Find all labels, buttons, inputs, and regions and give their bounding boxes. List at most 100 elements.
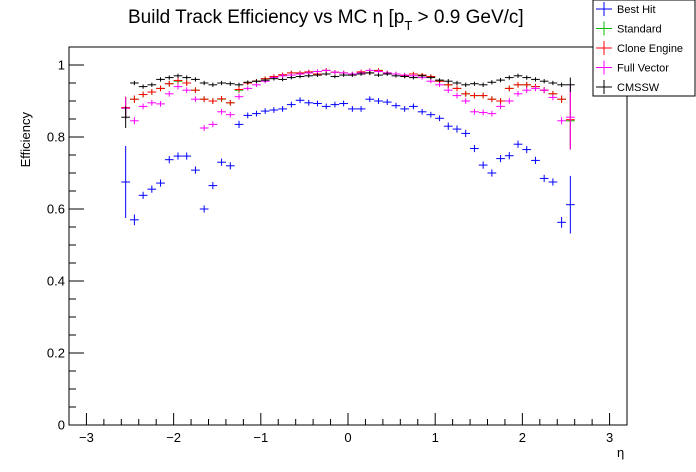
data-point: [348, 106, 357, 112]
data-point: [164, 75, 174, 80]
data-point: [496, 98, 505, 104]
data-point: [496, 155, 505, 163]
data-point: [478, 109, 488, 116]
data-point: [339, 100, 348, 107]
data-point: [295, 74, 305, 79]
data-point: [173, 77, 183, 84]
data-point: [164, 90, 174, 97]
data-point: [470, 92, 479, 99]
data-point: [208, 98, 218, 104]
data-point: [243, 86, 253, 91]
x-tick-label: −2: [166, 430, 181, 445]
data-point: [208, 82, 218, 87]
data-point: [243, 80, 253, 85]
data-point: [496, 103, 505, 110]
data-point: [313, 100, 322, 107]
data-point: [156, 85, 165, 92]
data-point: [443, 87, 453, 94]
data-point: [147, 185, 157, 193]
data-point: [321, 103, 331, 110]
data-point: [548, 94, 558, 101]
data-point: [330, 74, 340, 79]
y-tick-label: 0.2: [47, 346, 65, 361]
data-point: [565, 84, 575, 150]
x-axis-label: η: [617, 445, 624, 460]
data-point: [504, 75, 514, 80]
data-point: [435, 78, 444, 82]
data-point: [487, 80, 497, 85]
data-point: [548, 178, 558, 186]
data-point: [365, 96, 375, 103]
data-point: [409, 75, 418, 80]
x-tick-label: −1: [253, 430, 268, 445]
chart-title-main: Build Track Efficiency vs MC η [p: [128, 7, 404, 28]
data-point: [382, 99, 392, 105]
data-point: [348, 73, 357, 77]
x-tick-label: 1: [432, 430, 439, 445]
y-tick-label: 1: [58, 58, 65, 73]
data-point: [147, 89, 157, 95]
data-point: [130, 214, 139, 226]
data-point: [295, 97, 305, 104]
data-point: [557, 117, 566, 125]
data-point: [513, 73, 523, 78]
legend-label: Standard: [617, 24, 662, 36]
data-point: [548, 80, 558, 86]
x-tick-label: 0: [344, 430, 351, 445]
data-point: [234, 86, 244, 93]
data-point: [470, 108, 479, 115]
legend-label: Best Hit: [617, 4, 656, 16]
data-point: [252, 79, 261, 83]
legend-entry: Clone Engine: [596, 41, 683, 55]
data-point: [260, 78, 270, 82]
data-point: [130, 117, 139, 125]
data-point: [557, 82, 566, 87]
data-point: [374, 73, 383, 77]
data-point: [522, 146, 532, 154]
data-point: [156, 77, 165, 82]
data-point: [522, 81, 532, 88]
data-point: [225, 99, 235, 106]
data-point: [313, 69, 322, 74]
data-point: [173, 152, 183, 160]
data-point: [531, 156, 540, 164]
data-point: [426, 111, 436, 118]
data-point: [217, 108, 226, 115]
data-point: [130, 95, 139, 103]
data-point: [225, 111, 235, 118]
data-point: [182, 87, 192, 94]
data-point: [531, 85, 540, 92]
data-point: [417, 74, 427, 78]
data-point: [417, 108, 427, 115]
data-point: [504, 98, 514, 104]
legend: Best Hit Standard Clone Engine Full Vector C…: [592, 0, 696, 97]
data-point: [260, 108, 270, 114]
data-point: [391, 102, 401, 109]
data-point: [504, 152, 514, 160]
data-point: [539, 87, 549, 94]
data-point: [496, 77, 505, 83]
data-point: [330, 70, 340, 75]
data-point: [304, 74, 314, 78]
data-point: [138, 91, 148, 98]
data-point: [156, 101, 165, 107]
data-point: [182, 80, 192, 86]
data-point: [321, 68, 331, 73]
chart-title-tail: > 0.9 GeV/c]: [412, 7, 523, 28]
data-point: [504, 85, 514, 92]
legend-entry: Best Hit: [596, 2, 656, 16]
data-point: [217, 158, 226, 166]
data-point: [217, 95, 226, 102]
data-point: [487, 169, 497, 177]
legend-entries: Best Hit Standard Clone Engine Full Vector C…: [596, 2, 683, 94]
data-point: [147, 82, 157, 87]
data-point: [182, 152, 192, 160]
data-point: [443, 79, 453, 84]
series-cmssw: [121, 71, 575, 128]
data-point: [321, 72, 331, 76]
x-tick-label: 2: [519, 430, 526, 445]
data-point: [452, 85, 462, 92]
data-point: [356, 106, 366, 112]
data-point: [208, 182, 218, 190]
